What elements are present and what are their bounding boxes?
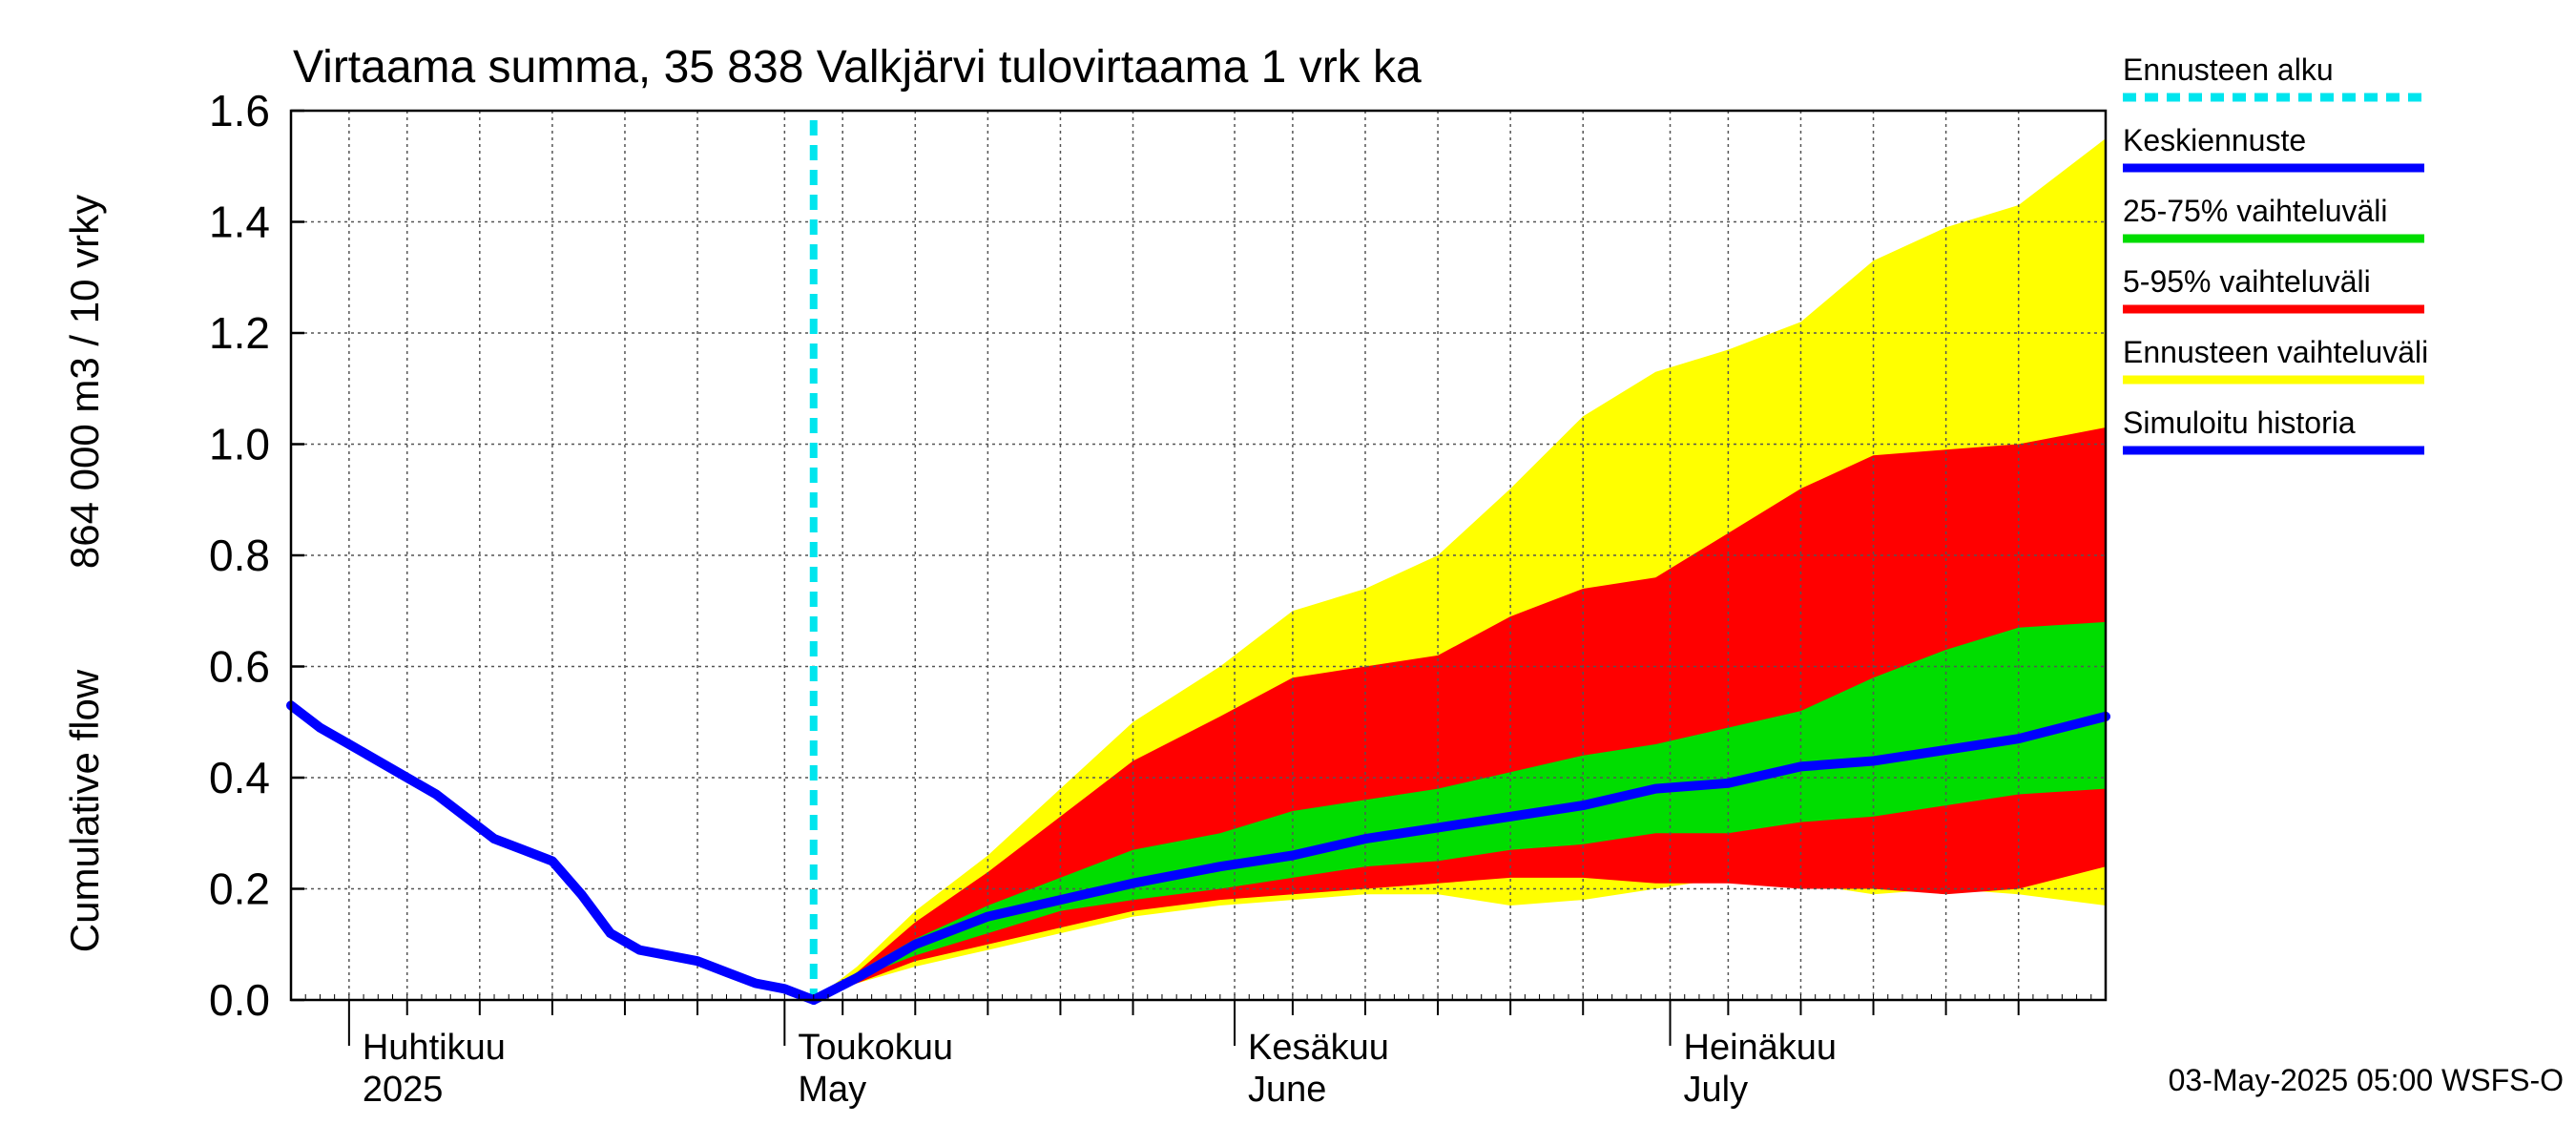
legend-label: 5-95% vaihteluväli — [2123, 264, 2371, 299]
series-lines — [286, 120, 2110, 1005]
x-month-sublabel: 2025 — [363, 1070, 444, 1110]
x-month-label: Huhtikuu — [363, 1028, 506, 1068]
y-axis-label-bottom: Cumulative flow — [62, 669, 107, 952]
legend-label: Simuloitu historia — [2123, 406, 2356, 440]
footer-timestamp: 03-May-2025 05:00 WSFS-O — [2169, 1063, 2564, 1097]
legend-label: Ennusteen alku — [2123, 52, 2334, 87]
y-tick-label: 1.6 — [209, 86, 270, 135]
legend-label: Keskiennuste — [2123, 123, 2306, 157]
y-tick-label: 0.6 — [209, 642, 270, 692]
legend-label: Ennusteen vaihteluväli — [2123, 335, 2428, 369]
y-axis-ticks: 0.0 0.2 0.4 0.6 0.8 1.0 1.2 1.4 1.6 — [209, 86, 304, 1025]
y-tick-label: 0.2 — [209, 864, 270, 914]
x-month-sublabel: May — [798, 1070, 866, 1110]
simulated-history-line — [286, 700, 819, 1005]
grid-lines — [291, 111, 2106, 1000]
forecast-bands — [813, 138, 2106, 1001]
x-month-label: Toukokuu — [798, 1028, 953, 1068]
y-tick-label: 0.0 — [209, 975, 270, 1025]
band-25-75 — [813, 621, 2106, 1000]
x-month-sublabel: July — [1684, 1070, 1749, 1110]
legend: Ennusteen alku Keskiennuste 25-75% vaihtel… — [2123, 52, 2428, 455]
chart-title: Virtaama summa, 35 838 Valkjärvi tulovir… — [293, 42, 1422, 93]
x-month-label: Kesäkuu — [1248, 1028, 1389, 1068]
y-tick-label: 0.8 — [209, 531, 270, 580]
legend-label: 25-75% vaihteluväli — [2123, 194, 2388, 228]
x-month-label: Heinäkuu — [1684, 1028, 1838, 1068]
median-forecast-line — [808, 711, 2110, 1005]
y-tick-label: 1.0 — [209, 420, 270, 469]
y-axis-label-top: 864 000 m3 / 10 vrky — [62, 195, 107, 569]
y-tick-label: 1.4 — [209, 198, 270, 247]
y-tick-label: 0.4 — [209, 753, 270, 802]
y-tick-label: 1.2 — [209, 308, 270, 358]
x-month-sublabel: June — [1248, 1070, 1326, 1110]
